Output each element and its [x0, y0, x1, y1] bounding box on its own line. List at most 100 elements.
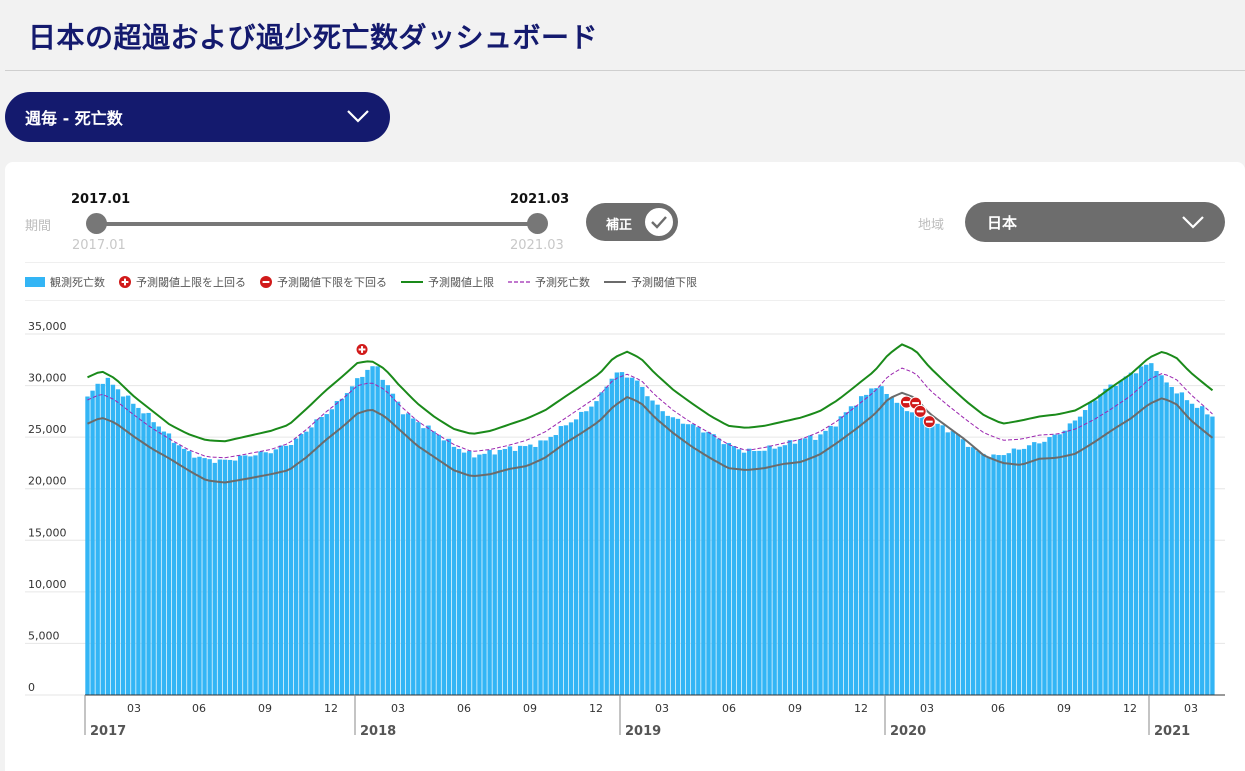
period-label: 期間 [25, 219, 52, 234]
observed-bar [685, 424, 691, 695]
observed-bar [416, 422, 421, 695]
observed-bar [197, 456, 202, 695]
observed-bar [293, 438, 299, 695]
observed-bar [176, 445, 182, 695]
observed-bar [90, 390, 95, 695]
observed-bar [747, 448, 752, 695]
period-start-handle[interactable] [86, 213, 107, 234]
legend-expected[interactable]: 予測死亡数 [508, 274, 590, 290]
observed-bar [115, 389, 121, 695]
legend-label: 予測死亡数 [535, 276, 590, 289]
observed-bar [996, 455, 1001, 695]
legend-label: 予測閾値上限 [428, 276, 494, 289]
observed-bar [716, 438, 721, 695]
observed-bar [182, 448, 187, 695]
observed-bar [909, 412, 915, 695]
y-tick-label: 0 [28, 681, 35, 694]
observed-bar [599, 392, 604, 695]
period-end-selected: 2021.03 [510, 192, 570, 207]
observed-bar [1067, 423, 1073, 695]
observed-bar [487, 449, 492, 695]
lower-threshold-line [87, 391, 1214, 484]
observed-bar [202, 458, 207, 695]
observed-bar [1088, 402, 1093, 695]
observed-bar [1047, 437, 1052, 695]
observed-bar [1062, 430, 1067, 695]
region-select-value: 日本 [987, 213, 1018, 232]
observed-bar [894, 402, 900, 695]
region-select[interactable]: 日本 [965, 202, 1225, 242]
observed-bar [278, 445, 284, 695]
chevron-down-icon [347, 110, 369, 123]
below-threshold-marker[interactable] [913, 404, 927, 418]
observed-bar [411, 418, 416, 695]
x-month-tick-label: 03 [920, 702, 934, 715]
observed-bar [258, 451, 263, 695]
legend-below[interactable]: 予測閾値下限を下回る [260, 274, 387, 290]
observed-bar [146, 412, 151, 695]
observed-bar [349, 386, 355, 695]
observed-bar [848, 406, 854, 695]
y-tick-label: 35,000 [28, 320, 67, 333]
observed-bar [344, 393, 350, 695]
observed-bar [965, 446, 971, 695]
x-month-tick-label: 09 [788, 702, 802, 715]
legend-label: 予測閾値下限 [631, 276, 697, 289]
observed-bar [512, 450, 518, 695]
observed-bar [528, 444, 533, 695]
above-threshold-marker[interactable] [355, 342, 369, 356]
legend-observed[interactable]: 観測死亡数 [25, 274, 105, 290]
observed-bar [670, 417, 676, 695]
check-icon [651, 216, 667, 229]
x-month-tick-label: 06 [192, 702, 206, 715]
observed-bar [1032, 442, 1037, 695]
observed-bar [263, 452, 268, 695]
observed-bar [227, 459, 233, 695]
observed-bar [874, 388, 879, 695]
observed-bar [609, 378, 614, 695]
legend-upper[interactable]: 予測閾値上限 [401, 274, 494, 290]
observed-bar [461, 452, 467, 695]
observed-bar [472, 457, 477, 695]
observed-bar [1189, 403, 1195, 695]
adjust-check [643, 206, 675, 238]
x-month-tick-label: 09 [1057, 702, 1071, 715]
observed-bar [161, 431, 167, 695]
observed-bar [1057, 434, 1062, 695]
observed-bar [650, 400, 655, 695]
y-tick-label: 10,000 [28, 578, 67, 591]
observed-bar [838, 416, 844, 695]
legend-lower[interactable]: 予測閾値下限 [604, 274, 697, 290]
observed-bar [629, 377, 635, 695]
observed-bar [813, 439, 818, 695]
observed-bar [288, 445, 294, 695]
observed-bar [329, 409, 335, 695]
period-end-handle[interactable] [527, 213, 548, 234]
observed-bar [889, 397, 894, 695]
observed-bar [1108, 384, 1113, 695]
observed-bar [360, 376, 365, 695]
observed-bar [935, 423, 940, 695]
below-threshold-marker[interactable] [922, 415, 936, 429]
observed-bar [436, 434, 441, 695]
observed-bar [238, 455, 243, 695]
y-tick-label: 20,000 [28, 475, 67, 488]
observed-bar [563, 425, 569, 695]
x-month-tick-label: 03 [391, 702, 405, 715]
legend-line-lower [604, 281, 626, 283]
observed-bar [665, 415, 670, 695]
observed-bar [925, 422, 930, 695]
legend-above[interactable]: 予測閾値上限を上回る [119, 274, 246, 290]
observed-bar [624, 377, 630, 695]
observed-bar [232, 460, 238, 695]
observed-bar [823, 430, 828, 695]
observed-bar [299, 434, 304, 695]
adjust-toggle[interactable]: 補正 [586, 203, 678, 241]
observed-bar [711, 434, 716, 695]
observed-bar [976, 450, 981, 695]
period-slider-track[interactable] [96, 222, 537, 226]
metric-select[interactable]: 週毎 - 死亡数 [5, 92, 390, 142]
x-month-tick-label: 06 [722, 702, 736, 715]
x-month-tick-label: 09 [258, 702, 272, 715]
observed-bar [558, 426, 564, 695]
